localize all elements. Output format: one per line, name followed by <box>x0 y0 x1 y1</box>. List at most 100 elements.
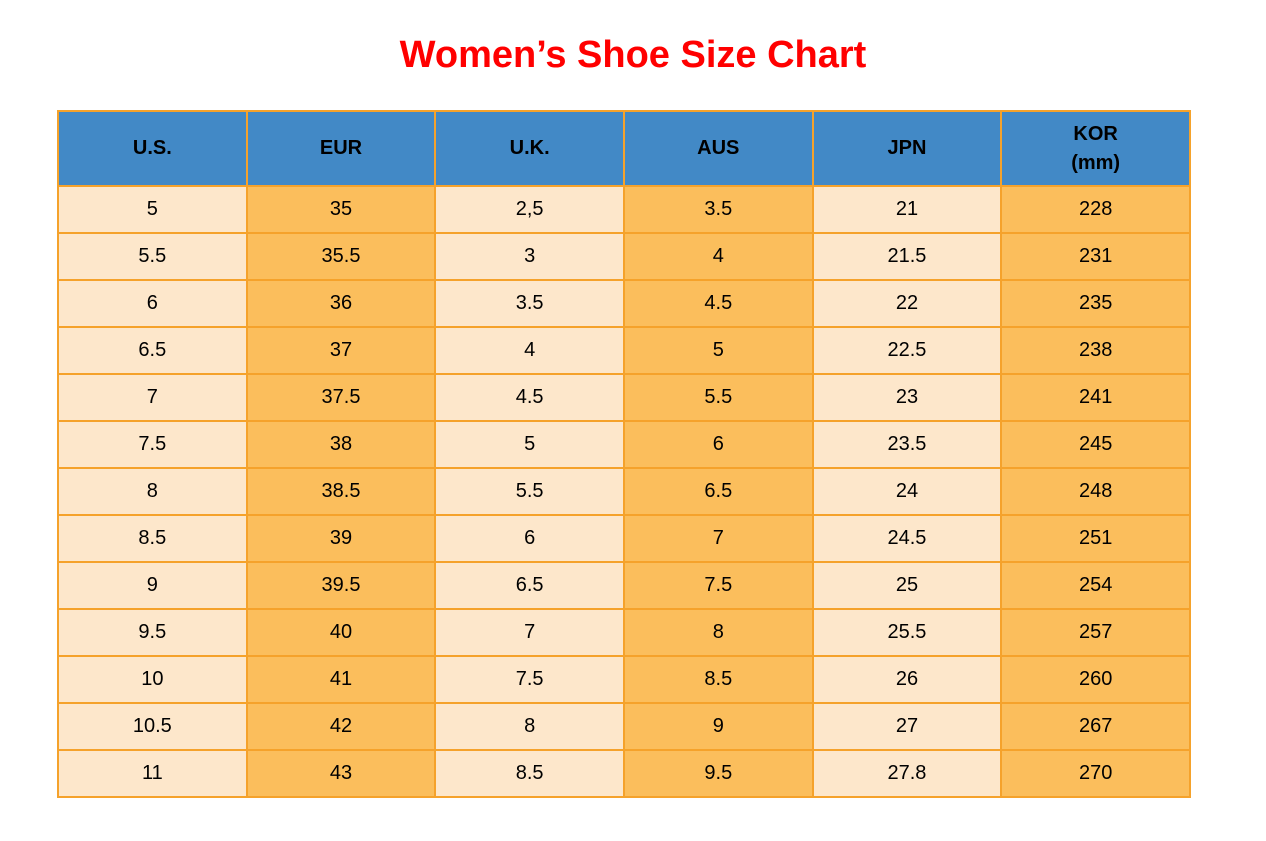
table-cell: 8 <box>434 702 625 751</box>
table-cell: 7.5 <box>57 420 248 469</box>
table-cell: 5 <box>57 185 248 234</box>
table-cell: 270 <box>1000 749 1191 798</box>
table-cell: 8 <box>57 467 248 516</box>
table-cell: 3.5 <box>434 279 625 328</box>
table-cell: 27.8 <box>811 749 1003 798</box>
table-cell: 22.5 <box>811 326 1003 375</box>
table-cell: 8.5 <box>57 514 248 563</box>
column-header-label: EUR <box>319 137 363 159</box>
table-cell: 42 <box>245 702 437 751</box>
table-cell: 11 <box>57 749 248 798</box>
table-cell: 41 <box>245 655 437 704</box>
table-row: 6 36 3.5 4.5 22 235 <box>57 279 1191 328</box>
table-cell: 4.5 <box>622 279 814 328</box>
column-header-kor: KOR (mm) <box>1000 110 1191 187</box>
page-title: Women’s Shoe Size Chart <box>399 34 867 76</box>
table-cell: 4 <box>622 232 814 281</box>
table-cell: 251 <box>1000 514 1191 563</box>
table-cell: 6.5 <box>622 467 814 516</box>
table-cell: 6 <box>622 420 814 469</box>
table-cell: 21 <box>811 185 1003 234</box>
table-cell: 38.5 <box>245 467 437 516</box>
table-cell: 231 <box>1000 232 1191 281</box>
table-cell: 7 <box>622 514 814 563</box>
table-cell: 40 <box>245 608 437 657</box>
table-cell: 37 <box>245 326 437 375</box>
table-cell: 22 <box>811 279 1003 328</box>
table-cell: 4 <box>434 326 625 375</box>
table-cell: 25 <box>811 561 1003 610</box>
table-cell: 35 <box>245 185 437 234</box>
table-cell: 35.5 <box>245 232 437 281</box>
table-row: 7.5 38 5 6 23.5 245 <box>57 420 1191 469</box>
table-cell: 7.5 <box>434 655 625 704</box>
shoe-size-table: U.S. EUR U.K. AUS JPN KOR (mm) 5 35 2,5 3.5 21 228 5… <box>57 110 1191 798</box>
table-cell: 228 <box>1000 185 1191 234</box>
table-row: 10.5 42 8 9 27 267 <box>57 702 1191 751</box>
table-cell: 37.5 <box>245 373 437 422</box>
table-cell: 9 <box>57 561 248 610</box>
table-cell: 3.5 <box>622 185 814 234</box>
table-cell: 241 <box>1000 373 1191 422</box>
table-cell: 27 <box>811 702 1003 751</box>
table-cell: 238 <box>1000 326 1191 375</box>
table-cell: 248 <box>1000 467 1191 516</box>
table-cell: 9.5 <box>57 608 248 657</box>
table-cell: 5 <box>622 326 814 375</box>
column-header-label: JPN <box>887 137 927 159</box>
table-cell: 7 <box>434 608 625 657</box>
table-cell: 245 <box>1000 420 1191 469</box>
table-cell: 257 <box>1000 608 1191 657</box>
column-header-uk: U.K. <box>434 110 625 187</box>
table-cell: 10 <box>57 655 248 704</box>
table-row: 9.5 40 7 8 25.5 257 <box>57 608 1191 657</box>
table-cell: 260 <box>1000 655 1191 704</box>
table-row: 6.5 37 4 5 22.5 238 <box>57 326 1191 375</box>
table-cell: 9 <box>622 702 814 751</box>
table-cell: 4.5 <box>434 373 625 422</box>
table-cell: 6 <box>57 279 248 328</box>
table-cell: 5 <box>434 420 625 469</box>
column-header-label: U.K. <box>509 137 550 159</box>
table-cell: 23.5 <box>811 420 1003 469</box>
column-header-label: AUS <box>697 137 740 159</box>
table-cell: 7 <box>57 373 248 422</box>
table-cell: 25.5 <box>811 608 1003 657</box>
column-header-eur: EUR <box>245 110 437 187</box>
table-cell: 26 <box>811 655 1003 704</box>
table-body: 5 35 2,5 3.5 21 228 5.5 35.5 3 4 21.5 231 6 36 3.5 4.5 2… <box>57 185 1191 798</box>
table-cell: 2,5 <box>434 185 625 234</box>
table-cell: 43 <box>245 749 437 798</box>
table-cell: 39 <box>245 514 437 563</box>
table-cell: 9.5 <box>622 749 814 798</box>
table-row: 5 35 2,5 3.5 21 228 <box>57 185 1191 234</box>
table-cell: 267 <box>1000 702 1191 751</box>
column-header-us: U.S. <box>57 110 248 187</box>
table-cell: 36 <box>245 279 437 328</box>
header-row: U.S. EUR U.K. AUS JPN KOR (mm) <box>57 110 1191 187</box>
table-cell: 254 <box>1000 561 1191 610</box>
table-header: U.S. EUR U.K. AUS JPN KOR (mm) <box>57 110 1191 187</box>
table-cell: 5.5 <box>622 373 814 422</box>
table-cell: 24.5 <box>811 514 1003 563</box>
table-row: 8.5 39 6 7 24.5 251 <box>57 514 1191 563</box>
table-cell: 7.5 <box>622 561 814 610</box>
table-row: 9 39.5 6.5 7.5 25 254 <box>57 561 1191 610</box>
table-cell: 38 <box>245 420 437 469</box>
table-cell: 24 <box>811 467 1003 516</box>
table-cell: 21.5 <box>811 232 1003 281</box>
table-cell: 8.5 <box>434 749 625 798</box>
table-row: 5.5 35.5 3 4 21.5 231 <box>57 232 1191 281</box>
table-cell: 8 <box>622 608 814 657</box>
table-row: 11 43 8.5 9.5 27.8 270 <box>57 749 1191 798</box>
table-cell: 10.5 <box>57 702 248 751</box>
column-header-aus: AUS <box>622 110 814 187</box>
table-cell: 5.5 <box>434 467 625 516</box>
table-cell: 39.5 <box>245 561 437 610</box>
table-cell: 235 <box>1000 279 1191 328</box>
column-header-sublabel: (mm) <box>1071 151 1121 174</box>
column-header-label: U.S. <box>132 137 172 159</box>
table-cell: 6.5 <box>57 326 248 375</box>
table-row: 7 37.5 4.5 5.5 23 241 <box>57 373 1191 422</box>
table-cell: 23 <box>811 373 1003 422</box>
